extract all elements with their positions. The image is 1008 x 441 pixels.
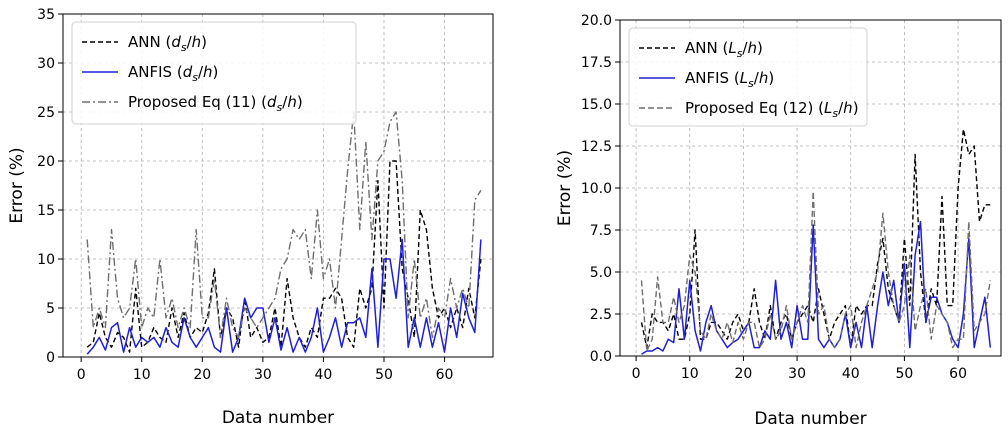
- chart-1: 0 5 10 15 20 25 30 35 0 10 20 30 40 50 60 Data number Er…: [7, 7, 494, 428]
- series-line-3: [640, 190, 991, 352]
- x-tick-label: 40: [315, 367, 333, 383]
- series-line-1: [640, 128, 991, 349]
- x-tick-label: 0: [632, 366, 641, 382]
- legend-entry: ANFIS (Ls/h): [685, 69, 774, 90]
- x-tick-label: 10: [133, 367, 151, 383]
- legend-entry: Proposed Eq (12) (Ls/h): [685, 99, 859, 120]
- series-line-3: [86, 111, 482, 339]
- y-tick-label: 10: [37, 252, 55, 268]
- y-tick-label: 15.0: [581, 97, 612, 113]
- y-axis-label: Error (%): [555, 150, 575, 226]
- legend-entry: ANN (ds/h): [128, 33, 207, 54]
- y-tick-label: 7.5: [590, 223, 612, 239]
- x-tick-label: 60: [949, 366, 967, 382]
- x-tick-label: 30: [254, 367, 272, 383]
- y-tick-label: 2.5: [590, 307, 612, 323]
- legend: ANN (ds/h) ANFIS (ds/h) Proposed Eq (11) (…: [71, 21, 357, 125]
- y-tick-label: 5: [46, 301, 55, 317]
- x-tick-label: 40: [842, 366, 860, 382]
- y-tick-label: 0: [46, 350, 55, 366]
- y-tick-label: 12.5: [581, 139, 612, 155]
- y-tick-label: 35: [37, 7, 55, 23]
- y-axis-label: Error (%): [7, 147, 27, 223]
- legend-entry: Proposed Eq (11) (ds/h): [128, 93, 303, 114]
- x-axis-label: Data number: [222, 408, 334, 428]
- series-line-2: [86, 238, 482, 355]
- plot-frame: [62, 13, 494, 358]
- legend-box: [71, 21, 357, 125]
- legend-entry: ANN (Ls/h): [685, 39, 763, 60]
- x-axis-label: Data number: [754, 409, 866, 429]
- y-tick-label: 5.0: [590, 265, 612, 281]
- series-line-1: [86, 160, 482, 353]
- x-tick-label: 50: [895, 366, 913, 382]
- y-tick-label: 30: [37, 56, 55, 72]
- y-tick-label: 17.5: [581, 55, 612, 71]
- legend: ANN (Ls/h) ANFIS (Ls/h) Proposed Eq (12) (…: [628, 27, 868, 127]
- x-tick-label: 60: [436, 367, 454, 383]
- y-tick-label: 25: [37, 105, 55, 121]
- x-tick-label: 20: [193, 367, 211, 383]
- y-tick-label: 20.0: [581, 13, 612, 29]
- series-line-2: [641, 220, 992, 355]
- chart-2: 0.0 2.5 5.0 7.5 10.0 12.5 15.0 17.5 20.0 0 10 20 30 4…: [555, 13, 1002, 429]
- legend-entry: ANFIS (ds/h): [128, 63, 218, 84]
- x-tick-label: 50: [375, 367, 393, 383]
- y-tick-label: 0.0: [590, 349, 612, 365]
- y-tick-label: 10.0: [581, 181, 612, 197]
- x-tick-label: 10: [681, 366, 699, 382]
- x-tick-label: 20: [735, 366, 753, 382]
- y-tick-label: 20: [37, 154, 55, 170]
- x-tick-label: 30: [788, 366, 806, 382]
- legend-box: [628, 27, 868, 127]
- x-tick-label: 0: [77, 367, 86, 383]
- y-tick-label: 15: [37, 203, 55, 219]
